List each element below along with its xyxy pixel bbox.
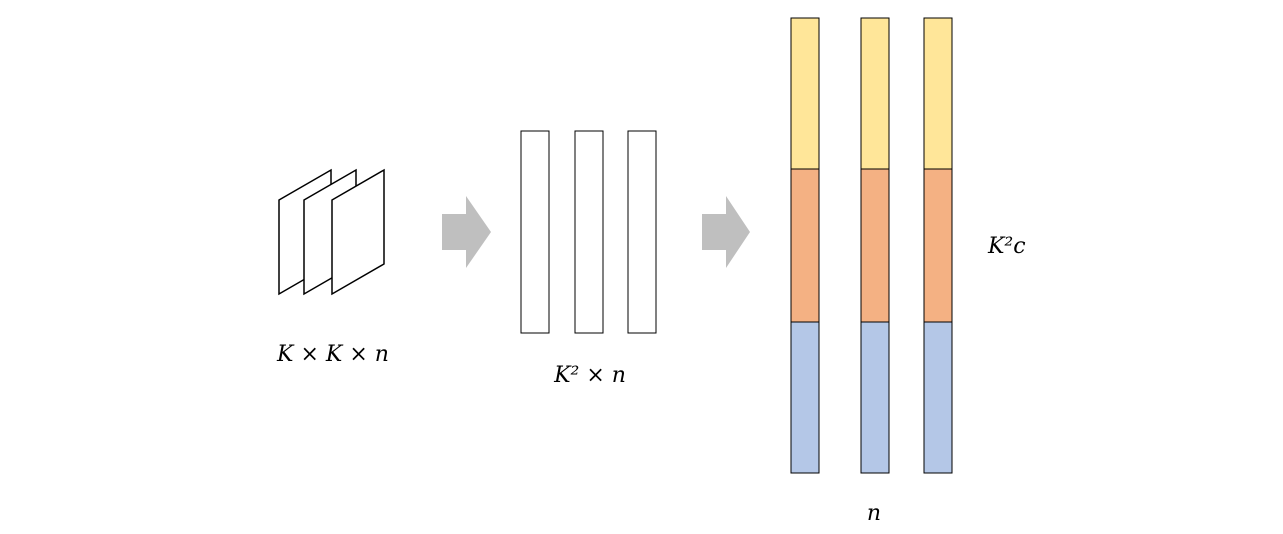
arrow-right-icon bbox=[442, 196, 491, 268]
flattened-columns bbox=[520, 130, 657, 334]
stacked-height-label-text: K²c bbox=[987, 234, 1026, 259]
segment-bottom bbox=[860, 321, 890, 474]
flattened-label: K² × n bbox=[553, 363, 626, 388]
segment-middle bbox=[860, 168, 890, 323]
kernel-patches bbox=[278, 168, 385, 296]
segment-middle bbox=[790, 168, 820, 323]
stacked-width-label-text: n bbox=[867, 501, 881, 526]
flattened-column bbox=[627, 130, 657, 334]
segment-bottom bbox=[790, 321, 820, 474]
kernel-grid-label-text: K × K × n bbox=[276, 342, 389, 367]
stacked-columns bbox=[790, 17, 953, 474]
stacked-column bbox=[790, 17, 820, 474]
kernel-patch bbox=[331, 168, 385, 296]
segment-bottom bbox=[923, 321, 953, 474]
segment-top bbox=[923, 17, 953, 170]
stacked-width-label: n bbox=[867, 501, 881, 526]
stacked-column bbox=[860, 17, 890, 474]
stacked-height-label: K²c bbox=[987, 234, 1026, 259]
kernel-grid-label: K × K × n bbox=[276, 342, 389, 367]
flattened-label-text: K² × n bbox=[553, 363, 626, 388]
arrow-right-icon bbox=[702, 196, 750, 268]
segment-middle bbox=[923, 168, 953, 323]
segment-top bbox=[790, 17, 820, 170]
segment-top bbox=[860, 17, 890, 170]
flattened-column bbox=[520, 130, 550, 334]
stacked-column bbox=[923, 17, 953, 474]
flattened-column bbox=[574, 130, 604, 334]
